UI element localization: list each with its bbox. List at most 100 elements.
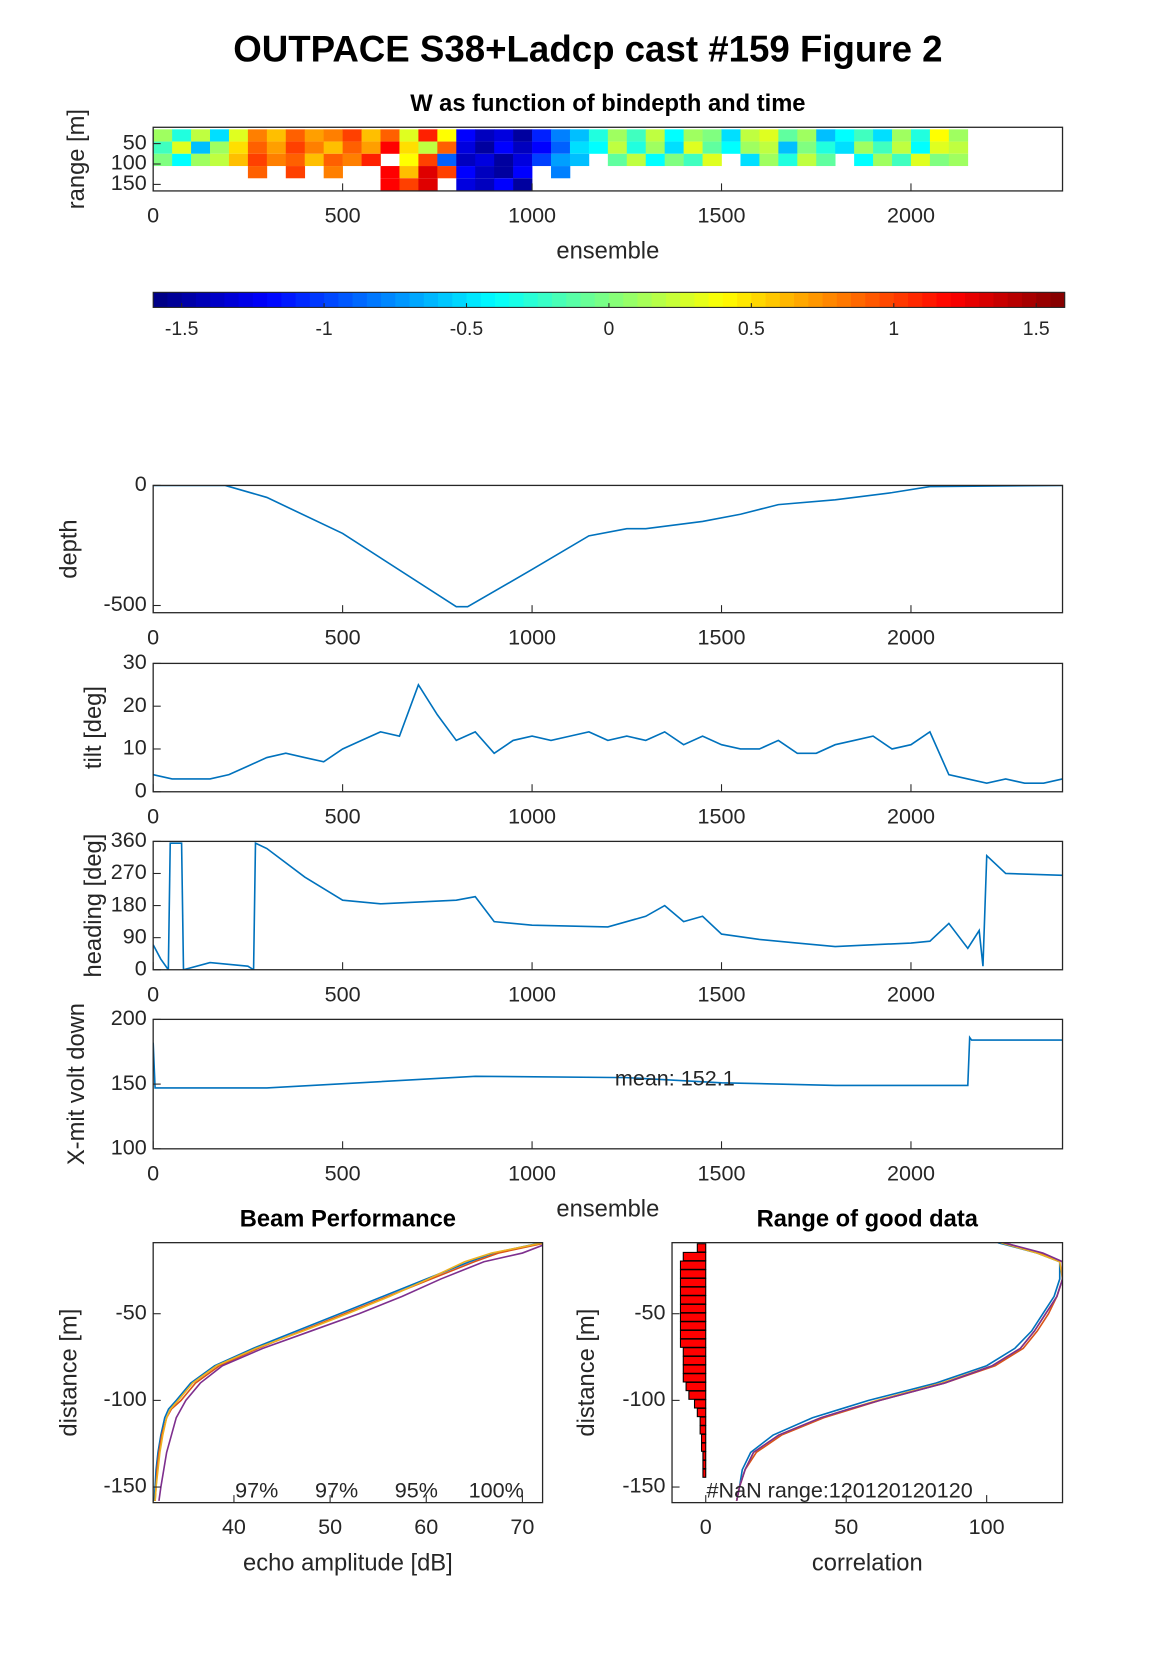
heat-cell: [759, 153, 779, 167]
colorbar-swatch: [922, 292, 937, 308]
colorbar-swatch: [979, 292, 994, 308]
axes-background: [153, 841, 1063, 970]
heat-cell: [399, 178, 419, 191]
y-tick-label: 100: [111, 150, 147, 175]
heat-cell: [191, 153, 211, 167]
colorbar-swatch: [708, 292, 724, 308]
heat-cell: [153, 129, 173, 142]
heat-cell: [380, 141, 400, 154]
heat-cell: [721, 141, 741, 154]
y-tick-label: -50: [116, 1299, 147, 1324]
heat-cell: [494, 141, 514, 154]
y-tick-label: -50: [634, 1299, 665, 1324]
heat-cell: [816, 141, 836, 154]
axes-box: [152, 484, 1064, 614]
colorbar-swatch: [267, 292, 282, 308]
heat-cell: [456, 153, 476, 167]
heat-cell: [494, 178, 514, 191]
bar: [682, 1373, 707, 1383]
heat-cell: [816, 129, 836, 142]
colorbar-swatch: [893, 292, 909, 308]
heat-cell: [702, 153, 722, 167]
x-tick-label: 1000: [508, 203, 556, 228]
data-line: [153, 841, 1063, 970]
heat-cell: [551, 166, 571, 179]
x-tick-label: 2000: [887, 203, 935, 228]
colorbar-swatch: [694, 292, 710, 308]
x-tick-label: 500: [325, 624, 361, 649]
colorbar-swatch: [338, 292, 353, 308]
heat-cell: [342, 141, 362, 154]
heat-cell: [456, 178, 476, 191]
heat-cell: [228, 153, 249, 167]
heat-cell: [569, 153, 590, 167]
y-tick-label: -100: [104, 1386, 147, 1411]
heat-cell: [948, 141, 969, 154]
data-line: [158, 1244, 543, 1502]
bar: [679, 1329, 707, 1340]
heat-cell: [456, 141, 476, 154]
figure-title: OUTPACE S38+Ladcp cast #159 Figure 2: [233, 28, 942, 69]
heat-cell: [361, 141, 381, 154]
bar: [702, 1451, 707, 1461]
plot-area: [679, 1242, 1063, 1502]
heat-cell: [702, 129, 722, 142]
colorbar-swatch: [324, 292, 339, 308]
annotation: 95%: [395, 1478, 438, 1503]
heat-cell: [797, 153, 817, 167]
heat-cell: [437, 141, 457, 154]
colorbar-swatch: [195, 292, 211, 308]
colorbar-swatch: [964, 292, 980, 308]
heat-cell: [664, 141, 684, 154]
axes-background: [153, 1019, 1063, 1149]
heat-cell: [664, 153, 684, 167]
bar: [679, 1295, 707, 1305]
heat-cell: [228, 129, 249, 142]
colorbar-swatch: [879, 292, 895, 308]
heat-cell: [304, 153, 325, 167]
heat-cell: [645, 129, 666, 142]
colorbar-swatch: [167, 292, 183, 308]
annotation: mean: 152.1: [615, 1065, 735, 1090]
x-tick-label: 1500: [698, 981, 746, 1006]
bar: [702, 1459, 707, 1470]
bar: [682, 1251, 707, 1262]
y-tick-label: 30: [123, 649, 147, 674]
colorbar-swatch: [737, 292, 752, 308]
axes-box: [152, 662, 1064, 793]
axes-title: W as function of bindepth and time: [410, 91, 805, 117]
y-tick-label: 0: [135, 777, 147, 802]
colorbar-swatch: [1036, 292, 1051, 308]
colorbar-swatch: [509, 292, 524, 308]
colorbar-swatch: [665, 292, 681, 308]
heat-cell: [588, 141, 609, 154]
x-axis-label: correlation: [812, 1550, 923, 1576]
bar: [682, 1364, 707, 1374]
heat-cell: [664, 129, 684, 142]
heat-cell: [740, 141, 760, 154]
colorbar-swatch: [1021, 292, 1037, 308]
data-line: [735, 1242, 1063, 1502]
y-axis-label: distance [m]: [574, 1309, 600, 1437]
x-tick-label: 1500: [698, 624, 746, 649]
heat-cell: [323, 153, 343, 167]
plot-area: [153, 841, 1063, 970]
heat-cell: [399, 129, 419, 142]
colorbar-swatch: [309, 292, 325, 308]
x-tick-label: 0: [147, 1160, 159, 1185]
x-tick-label: 100: [969, 1514, 1005, 1539]
bar: [693, 1399, 707, 1409]
colorbar-tick-label: -1: [315, 318, 332, 340]
x-tick-label: 0: [147, 803, 159, 828]
x-tick-label: 0: [147, 981, 159, 1006]
x-tick-label: 500: [325, 203, 361, 228]
heat-cell: [778, 129, 798, 142]
bar: [700, 1433, 707, 1444]
plot-area: [153, 485, 1063, 608]
colorbar-swatch: [295, 292, 311, 308]
annotation: #NaN range:120120120120: [707, 1478, 973, 1503]
heat-cell: [494, 129, 514, 142]
bar: [679, 1303, 707, 1314]
x-tick-label: 50: [318, 1514, 342, 1539]
colorbar-tick-label: -0.5: [450, 318, 483, 340]
